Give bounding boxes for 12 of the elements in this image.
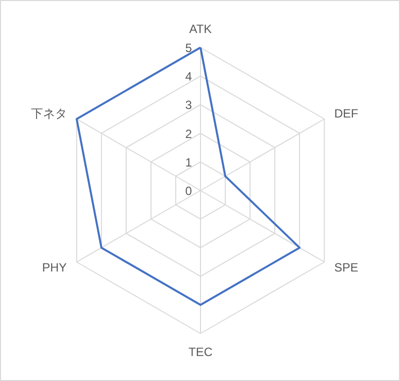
y-tick-label: 0	[185, 184, 192, 198]
y-tick-label: 3	[185, 98, 192, 112]
spoke-label: TEC	[188, 344, 213, 359]
y-tick-label: 1	[185, 155, 192, 170]
spoke-label: PHY	[42, 260, 67, 275]
spoke-label: SPE	[334, 260, 358, 275]
y-tick-label: 2	[185, 126, 192, 141]
spoke-label: ATK	[189, 22, 212, 36]
y-tick-label: 4	[185, 70, 192, 84]
spoke-label: 下ネタ	[30, 106, 67, 120]
y-tick-label: 5	[185, 41, 192, 55]
spoke-label: DEF	[334, 106, 358, 120]
